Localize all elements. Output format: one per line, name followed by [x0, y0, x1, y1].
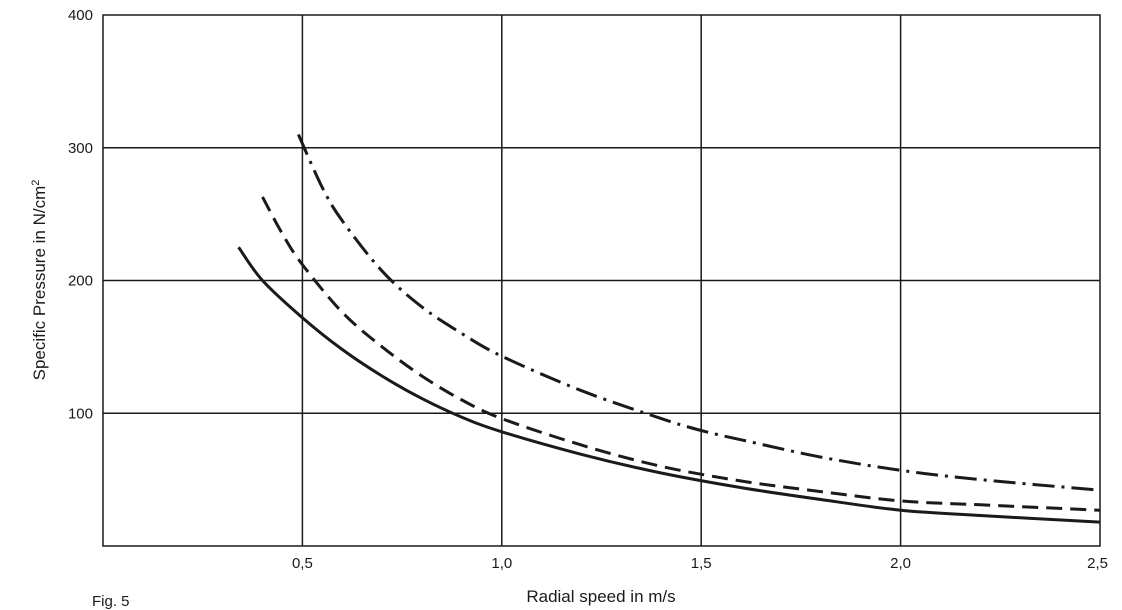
- y-axis-title: Specific Pressure in N/cm2: [30, 180, 49, 381]
- y-tick-labels: 100 200 300 400: [68, 7, 93, 422]
- y-tick-label: 200: [68, 273, 93, 290]
- series-line-dashed: [261, 196, 1101, 512]
- series-line-dashdot: [297, 133, 1101, 492]
- x-axis-title: Radial speed in m/s: [526, 587, 675, 606]
- grid: [103, 15, 1100, 546]
- figure-label: Fig. 5: [92, 593, 130, 610]
- series-line-solid: [237, 246, 1101, 524]
- y-axis-title-main: Specific Pressure in N/cm: [30, 186, 49, 381]
- y-tick-label: 100: [68, 405, 93, 422]
- x-tick-labels: 0,5 1,0 1,5 2,0 2,5: [292, 555, 1108, 572]
- y-tick-label: 300: [68, 140, 93, 157]
- y-tick-label: 400: [68, 7, 93, 24]
- x-tick-label: 1,5: [691, 555, 712, 572]
- y-axis-title-superscript: 2: [30, 180, 42, 186]
- series-group: [237, 133, 1101, 524]
- x-tick-label: 1,0: [491, 555, 512, 572]
- x-tick-label: 2,0: [890, 555, 911, 572]
- x-tick-label: 0,5: [292, 555, 313, 572]
- x-tick-label: 2,5: [1087, 555, 1108, 572]
